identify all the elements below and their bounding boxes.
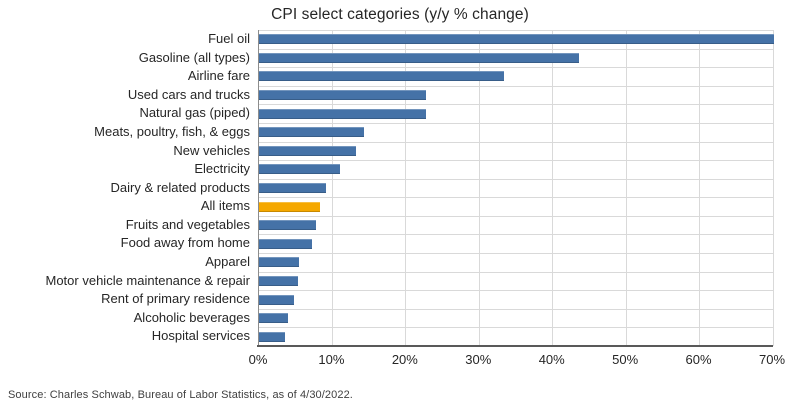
vertical-gridline [625, 30, 627, 346]
category-label: Meats, poultry, fish, & eggs [94, 123, 250, 139]
x-tick-label: 10% [318, 352, 345, 367]
source-note: Source: Charles Schwab, Bureau of Labor … [8, 389, 353, 401]
horizontal-gridline [259, 104, 773, 106]
x-axis-tick-labels: 0% 10% 20% 30% 40% 50% 60% 70% [249, 352, 785, 372]
horizontal-gridline [259, 234, 773, 236]
horizontal-gridline [259, 48, 773, 50]
horizontal-gridline [259, 178, 773, 180]
chart-bar [259, 90, 426, 101]
chart-bar [259, 71, 504, 82]
horizontal-gridline [259, 271, 773, 273]
chart-bar [259, 52, 580, 63]
category-label: All items [200, 198, 250, 214]
chart-bar [259, 34, 774, 45]
horizontal-gridline [259, 122, 773, 124]
horizontal-gridline [259, 141, 773, 143]
chart-bar [259, 294, 295, 305]
x-tick-label: 20% [391, 352, 418, 367]
chart-bar [259, 331, 286, 342]
category-label: Airline fare [187, 68, 250, 84]
horizontal-gridline [259, 327, 773, 329]
category-label: Hospital services [151, 328, 250, 344]
chart-bar [259, 145, 356, 156]
chart-bar [259, 220, 317, 231]
vertical-gridline [478, 30, 480, 346]
horizontal-gridline [259, 290, 773, 292]
category-label: Food away from home [120, 235, 250, 251]
category-label: Dairy & related products [110, 179, 250, 195]
category-label: Electricity [194, 161, 250, 177]
chart-bar [259, 164, 340, 175]
category-label: Used cars and trucks [127, 86, 250, 102]
x-tick-label: 30% [465, 352, 492, 367]
horizontal-gridline [259, 85, 773, 87]
category-label-column: Fuel oil Gasoline (all types) Airline fare… [0, 30, 251, 346]
horizontal-gridline [259, 253, 773, 255]
x-tick-label: 60% [685, 352, 712, 367]
horizontal-gridline [259, 197, 773, 199]
vertical-gridline [699, 30, 701, 346]
plot-area [258, 30, 774, 346]
chart-bar [259, 275, 298, 286]
vertical-gridline [331, 30, 333, 346]
category-label: New vehicles [173, 142, 250, 158]
horizontal-gridline [259, 215, 773, 217]
horizontal-gridline [259, 160, 773, 162]
chart-bar [259, 127, 364, 138]
chart-title: CPI select categories (y/y % change) [271, 6, 529, 23]
horizontal-gridline [259, 308, 773, 310]
category-label: Apparel [205, 254, 250, 270]
x-tick-label: 0% [248, 352, 268, 367]
category-label: Alcoholic beverages [133, 309, 250, 325]
category-label: Natural gas (piped) [139, 105, 250, 121]
vertical-gridline [772, 30, 774, 346]
x-tick-label: 70% [758, 352, 786, 367]
category-label: Rent of primary residence [101, 291, 250, 307]
vertical-gridline [405, 30, 407, 346]
horizontal-gridline [259, 67, 773, 69]
x-tick-label: 50% [612, 352, 639, 367]
chart-bar [259, 313, 289, 324]
category-label: Fruits and vegetables [125, 216, 250, 232]
chart-bar [259, 201, 320, 212]
category-label: Fuel oil [208, 31, 250, 46]
category-label: Motor vehicle maintenance & repair [45, 272, 251, 288]
chart-bar [259, 108, 426, 119]
horizontal-gridline [259, 30, 773, 31]
chart-bar [259, 183, 326, 193]
vertical-gridline [552, 30, 554, 346]
chart-bar [259, 238, 312, 249]
x-axis-line [257, 345, 773, 347]
x-tick-label: 40% [538, 352, 565, 367]
chart-bar [259, 257, 299, 268]
category-label: Gasoline (all types) [138, 49, 250, 65]
